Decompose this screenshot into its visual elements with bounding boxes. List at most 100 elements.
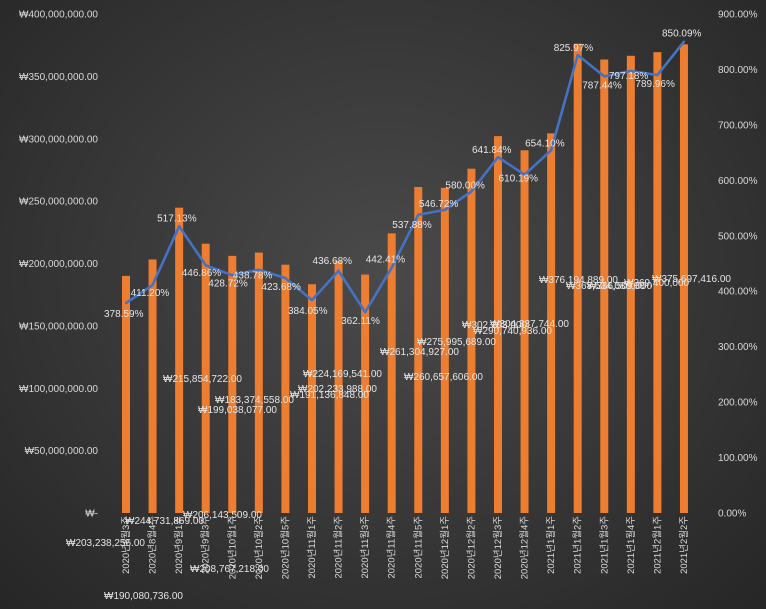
bar-data-label: ₩363,534,088.00 [566, 281, 645, 292]
category-label: 2020년11월2주 [333, 516, 345, 579]
right-axis-tick-label: 100.00% [718, 453, 758, 464]
line-data-label: 438.78% [233, 271, 273, 282]
bar [679, 44, 688, 513]
bar-data-label: ₩302,103,000 [462, 320, 527, 331]
category-label: 2020년10월2주 [253, 516, 265, 579]
category-label: 2021년1월3주 [598, 516, 610, 574]
bar-data-label: ₩290,740,936.00 [473, 326, 552, 337]
bar-data-label: ₩304,337,744.00 [490, 319, 569, 330]
left-axis-tick-label: ₩300,000,000.00 [19, 134, 98, 145]
category-label: 2021년2월2주 [678, 516, 690, 574]
category-label: 2020년10월1주 [226, 516, 238, 579]
bar-data-label: ₩366,509,000 [587, 281, 652, 292]
category-label: 2020년10월5주 [279, 516, 291, 579]
bar [148, 259, 157, 513]
bar [387, 233, 396, 513]
category-label: 2020년12월2주 [465, 516, 477, 579]
left-axis-tick-label: ₩100,000,000.00 [19, 384, 98, 395]
category-label: 2020년12월1주 [439, 516, 451, 579]
bar [520, 150, 529, 513]
line-data-label: 423.68% [261, 282, 301, 293]
line-point [603, 75, 606, 78]
category-label: 2020년11월5주 [412, 516, 424, 579]
bar [600, 59, 609, 514]
line-data-label: 411.20% [131, 288, 170, 299]
line-data-label: 654.10% [525, 138, 565, 149]
category-label: 2021년1월2주 [572, 516, 584, 574]
right-axis-tick-label: 400.00% [718, 287, 758, 298]
category-label: 2020년8월4주 [147, 516, 159, 574]
category-label: 2020년9월3주 [200, 516, 212, 574]
line-path [125, 40, 685, 314]
bar-data-label: ₩244,731,869.00 [125, 516, 204, 527]
bar [307, 284, 316, 513]
category-label: 2020년12월3주 [492, 516, 504, 579]
line-data-label: 428.72% [208, 278, 248, 289]
bar-data-label: ₩260,657,606.00 [404, 372, 483, 383]
category-label: 2020년12월4주 [519, 516, 531, 579]
line-data-label: 517.13% [157, 213, 197, 224]
bar [334, 260, 343, 513]
line-data-labels: 378.59% 411.20% 517.13% 446.86%428.72%438.7… [104, 29, 702, 328]
line-data-label: 442.41% [366, 255, 406, 266]
left-axis-tick-label: ₩150,000,000.00 [19, 321, 98, 332]
line-point [337, 269, 340, 273]
bar [254, 252, 263, 513]
line-point [470, 190, 473, 193]
right-axis-tick-label: 300.00% [718, 342, 758, 353]
line-point [124, 301, 128, 305]
bar-data-label: ₩224,169,541.00 [303, 369, 382, 380]
left-axis-tick-label: ₩250,000,000.00 [19, 197, 98, 208]
bar-data-label: ₩215,854,722.00 [163, 374, 242, 385]
line-point [151, 283, 154, 287]
line-data-label: 446.86% [182, 268, 222, 279]
left-axis-tick-label: ₩350,000,000.00 [19, 72, 98, 83]
right-axis-tick-label: 600.00% [718, 176, 758, 187]
bar [573, 43, 582, 514]
line-point [363, 311, 367, 314]
bar [440, 187, 449, 513]
left-axis-tick-label: ₩50,000,000.00 [25, 446, 99, 457]
right-axis-tick-label: 200.00% [718, 398, 758, 409]
bar-data-label: ₩261,304,927.00 [380, 347, 459, 358]
line-point [443, 208, 447, 212]
line-point [523, 173, 526, 176]
right-axis-tick-label: 700.00% [718, 120, 758, 131]
bar-data-label: ₩199,038,077.00 [198, 405, 277, 416]
bar-data-label: ₩376,194,889.00 [539, 275, 618, 286]
line-point [390, 266, 393, 269]
line-data-label: 850.09% [662, 29, 702, 40]
bar-data-label: ₩208,767,218.00 [190, 564, 269, 575]
right-axis-tick-label: 900.00% [718, 10, 758, 21]
line-point [257, 268, 261, 271]
left-axis: ₩- ₩50,000,000.00 ₩100,000,000.00 ₩150,000,… [19, 10, 98, 520]
line-data-label: 362.11% [341, 316, 380, 327]
bar [626, 55, 635, 513]
right-axis-tick-label: 0.00% [718, 509, 746, 520]
bar [493, 136, 502, 513]
line-data-label: 789.96% [635, 79, 675, 90]
category-label: 2020년11월3주 [359, 516, 371, 579]
bar-data-label: ₩202,233,988.00 [298, 384, 377, 395]
bar [414, 187, 423, 514]
line-point [284, 276, 287, 280]
line-series [124, 40, 686, 314]
line-data-label: 378.59% [104, 309, 144, 320]
bar-series [122, 43, 688, 514]
bar [228, 255, 237, 513]
right-axis-tick-label: 500.00% [718, 231, 758, 242]
left-axis-tick-label: ₩200,000,000.00 [19, 259, 98, 270]
category-label: 2020년8월3주 [120, 516, 132, 574]
line-point [549, 149, 553, 152]
category-label: 2021년2월1주 [651, 516, 663, 574]
line-point [231, 274, 234, 277]
category-label: 2020년9월1주 [173, 516, 185, 574]
bar-data-labels: ₩190,080,736.00 ₩203,238,256.00 ₩244,731,8… [66, 274, 731, 602]
category-label: 2021년1월1주 [545, 516, 557, 574]
bar [175, 207, 184, 513]
line-data-label: 787.44% [582, 80, 622, 91]
bar-data-label: ₩275,995,689.00 [417, 337, 496, 348]
bar [281, 264, 290, 513]
bar [122, 275, 130, 513]
